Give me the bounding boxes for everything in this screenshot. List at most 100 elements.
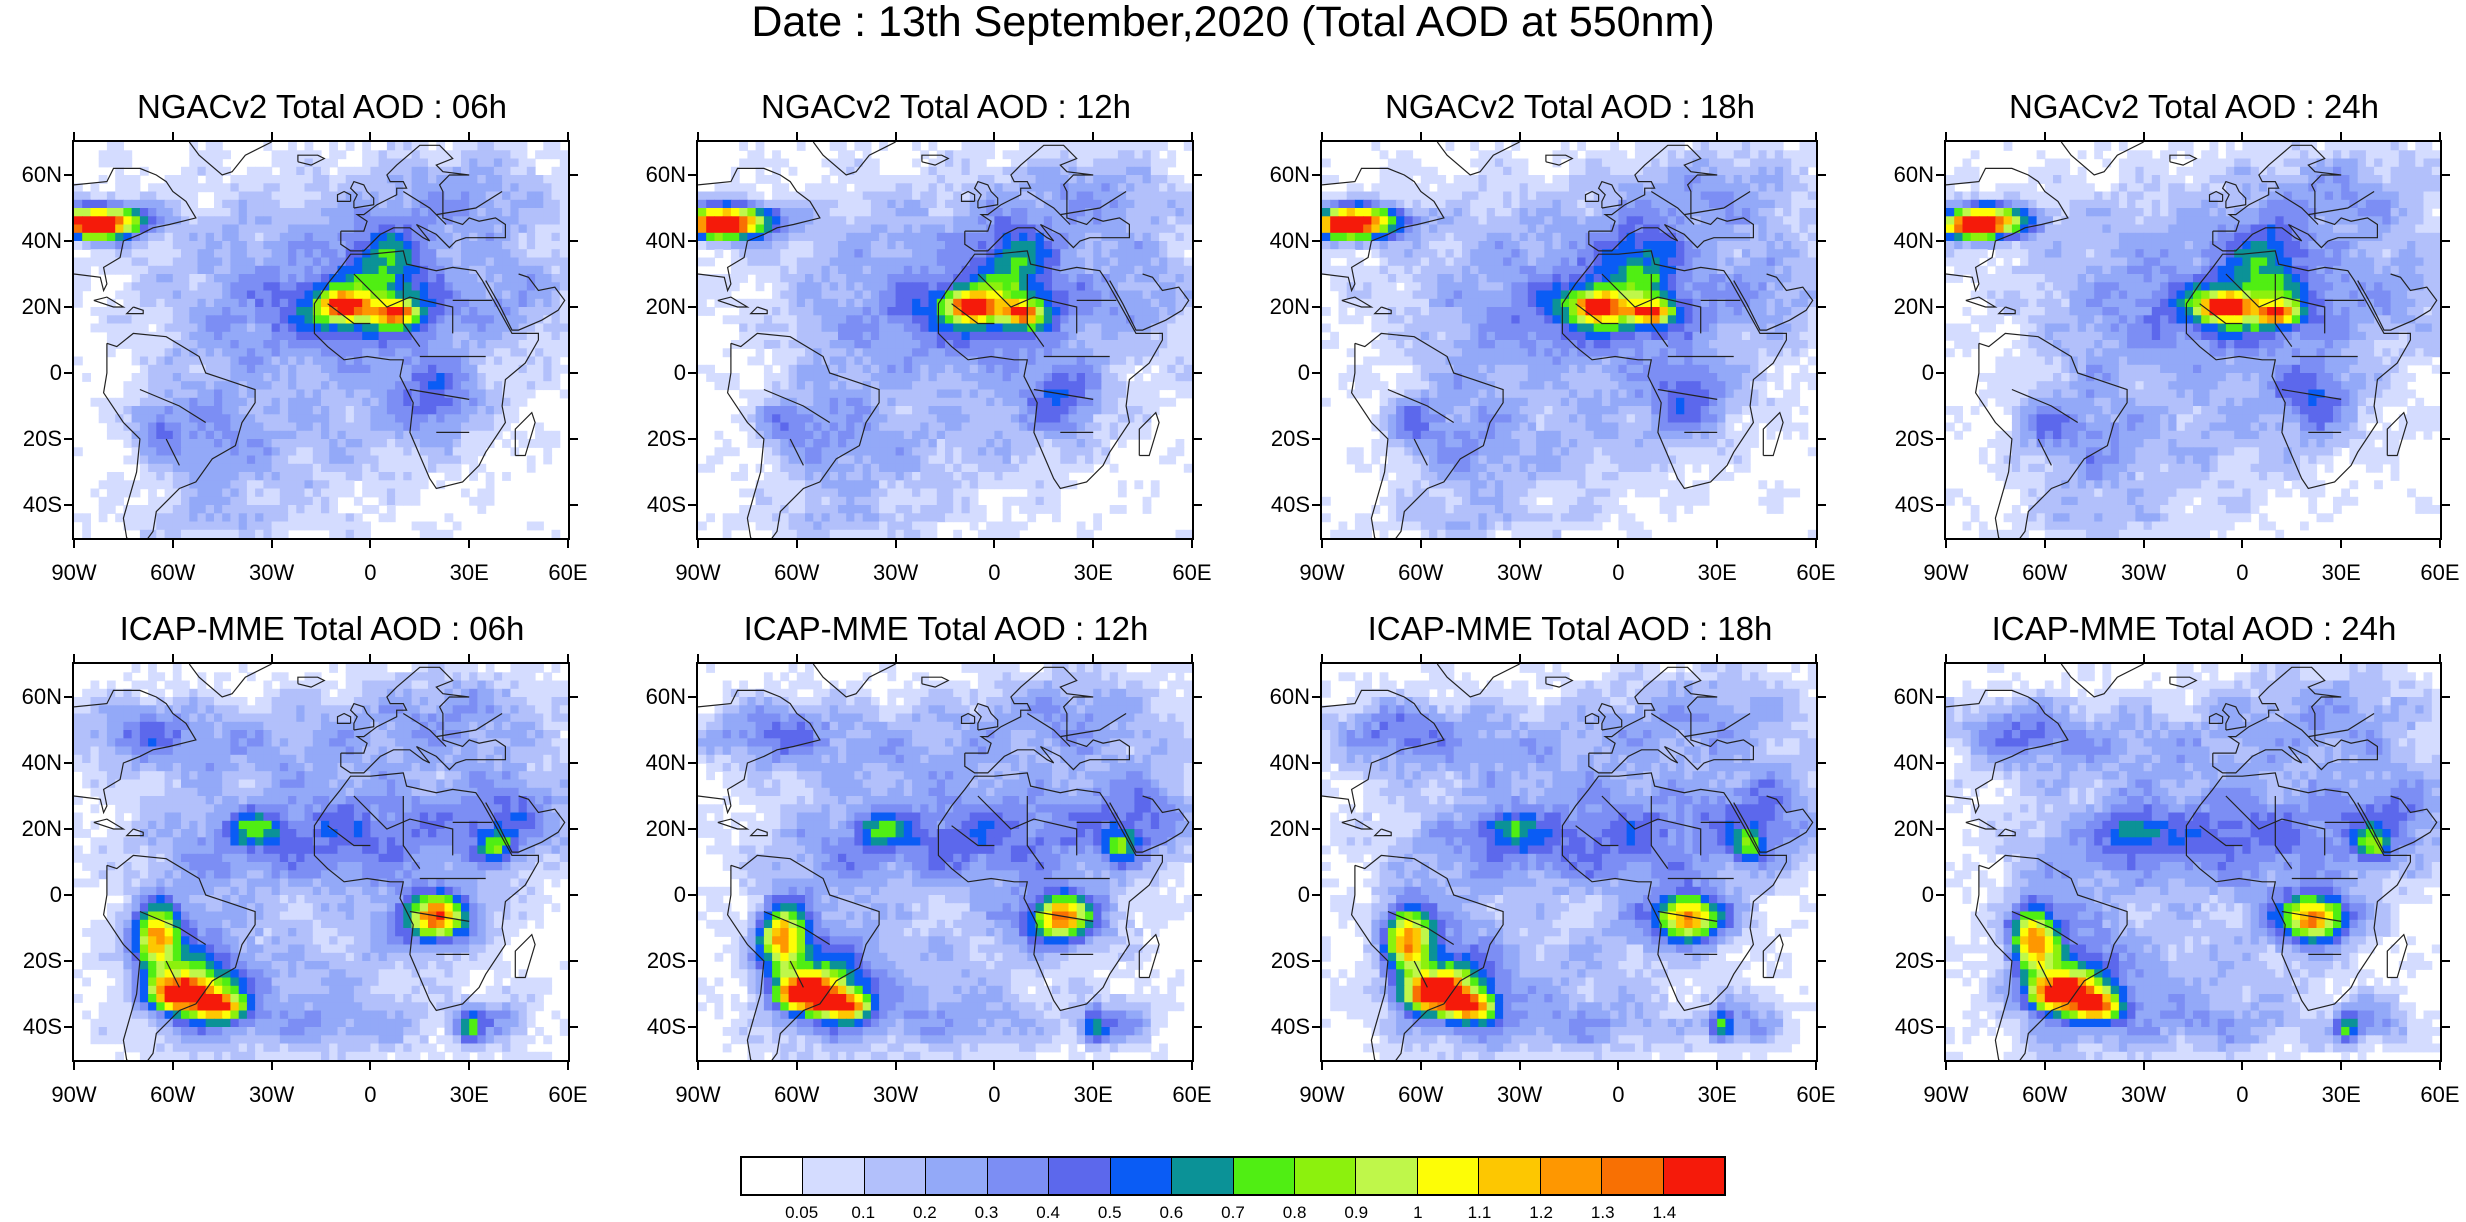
aod-cell	[452, 158, 462, 168]
aod-cell	[263, 463, 273, 473]
aod-cell	[821, 455, 831, 465]
aod-cell	[879, 257, 888, 267]
aod-cell	[378, 150, 388, 160]
aod-cell	[411, 241, 421, 250]
aod-cell	[739, 472, 748, 481]
aod-cell	[706, 307, 715, 316]
aod-cell	[428, 356, 437, 366]
aod-cell	[263, 356, 273, 366]
aod-cell	[772, 414, 781, 424]
aod-cell	[788, 348, 798, 358]
aod-cell	[1142, 430, 1152, 440]
aod-cell	[961, 463, 971, 473]
aod-cell	[1027, 348, 1037, 358]
aod-cell	[172, 340, 182, 349]
aod-cell	[928, 307, 938, 316]
aod-cell	[698, 216, 707, 226]
aod-cell	[1085, 397, 1094, 407]
aod-cell	[936, 323, 946, 333]
aod-cell	[1019, 505, 1028, 514]
aod-cell	[411, 430, 421, 440]
aod-cell	[189, 521, 199, 531]
aod-cell	[543, 199, 553, 209]
aod-cell	[411, 381, 421, 391]
aod-cell	[796, 389, 806, 399]
aod-cell	[395, 249, 404, 259]
aod-cell	[444, 282, 454, 292]
aod-cell	[222, 315, 231, 325]
aod-cell	[1068, 224, 1078, 234]
aod-cell	[887, 529, 897, 538]
aod-cell	[1052, 439, 1061, 448]
aod-cell	[345, 348, 355, 358]
aod-cell	[436, 315, 446, 325]
aod-cell	[395, 224, 404, 234]
aod-cell	[139, 315, 149, 325]
aod-cell	[953, 356, 962, 366]
aod-cell	[862, 505, 872, 514]
aod-cell	[510, 257, 520, 267]
aod-cell	[403, 414, 413, 424]
aod-cell	[436, 307, 446, 316]
aod-cell	[805, 199, 814, 209]
aod-cell	[887, 265, 897, 275]
aod-cell	[485, 439, 495, 448]
aod-cell	[189, 439, 199, 448]
aod-cell	[543, 373, 553, 382]
aod-cell	[428, 397, 437, 407]
aod-cell	[1060, 389, 1070, 399]
aod-cell	[263, 298, 273, 308]
aod-cell	[698, 232, 707, 242]
aod-cell	[115, 488, 124, 498]
aod-cell	[870, 307, 880, 316]
aod-cell	[879, 422, 888, 432]
aod-cell	[106, 397, 116, 407]
aod-cell	[936, 224, 946, 234]
aod-cell	[263, 315, 273, 325]
aod-cell	[838, 142, 847, 151]
aod-cell	[189, 455, 199, 465]
aod-cell	[821, 364, 831, 374]
aod-cell	[977, 513, 987, 523]
aod-cell	[1101, 439, 1111, 448]
aod-cell	[846, 323, 855, 333]
aod-cell	[148, 331, 157, 341]
aod-cell	[772, 150, 781, 160]
aod-cell	[181, 166, 190, 176]
aod-cell	[518, 224, 528, 234]
aod-cell	[730, 381, 740, 391]
aod-cell	[887, 447, 897, 457]
aod-cell	[1117, 364, 1127, 374]
aod-cell	[353, 513, 363, 523]
aod-cell	[428, 158, 437, 168]
aod-cell	[444, 274, 454, 283]
aod-cell	[1076, 521, 1086, 531]
aod-cell	[1175, 331, 1185, 341]
aod-cell	[1027, 381, 1037, 391]
aod-cell	[378, 414, 388, 424]
aod-cell	[139, 356, 149, 366]
aod-cell	[205, 513, 215, 523]
aod-cell	[961, 142, 971, 151]
aod-cell	[912, 455, 921, 465]
aod-cell	[329, 529, 338, 538]
aod-cell	[403, 430, 413, 440]
aod-cell	[1150, 257, 1160, 267]
aod-cell	[862, 513, 872, 523]
aod-cell	[362, 521, 371, 531]
aod-cell	[131, 232, 141, 242]
aod-cell	[1019, 191, 1028, 201]
aod-cell	[255, 323, 264, 333]
aod-cell	[106, 265, 116, 275]
aod-cell	[755, 463, 765, 473]
aod-cell	[813, 191, 823, 201]
aod-cell	[920, 430, 930, 440]
aod-cell	[148, 513, 157, 523]
aod-cell	[181, 373, 190, 382]
aod-cell	[805, 348, 814, 358]
aod-cell	[1085, 356, 1094, 366]
aod-cell	[936, 199, 946, 209]
aod-cell	[747, 265, 757, 275]
aod-cell	[493, 414, 503, 424]
aod-cell	[271, 183, 281, 193]
